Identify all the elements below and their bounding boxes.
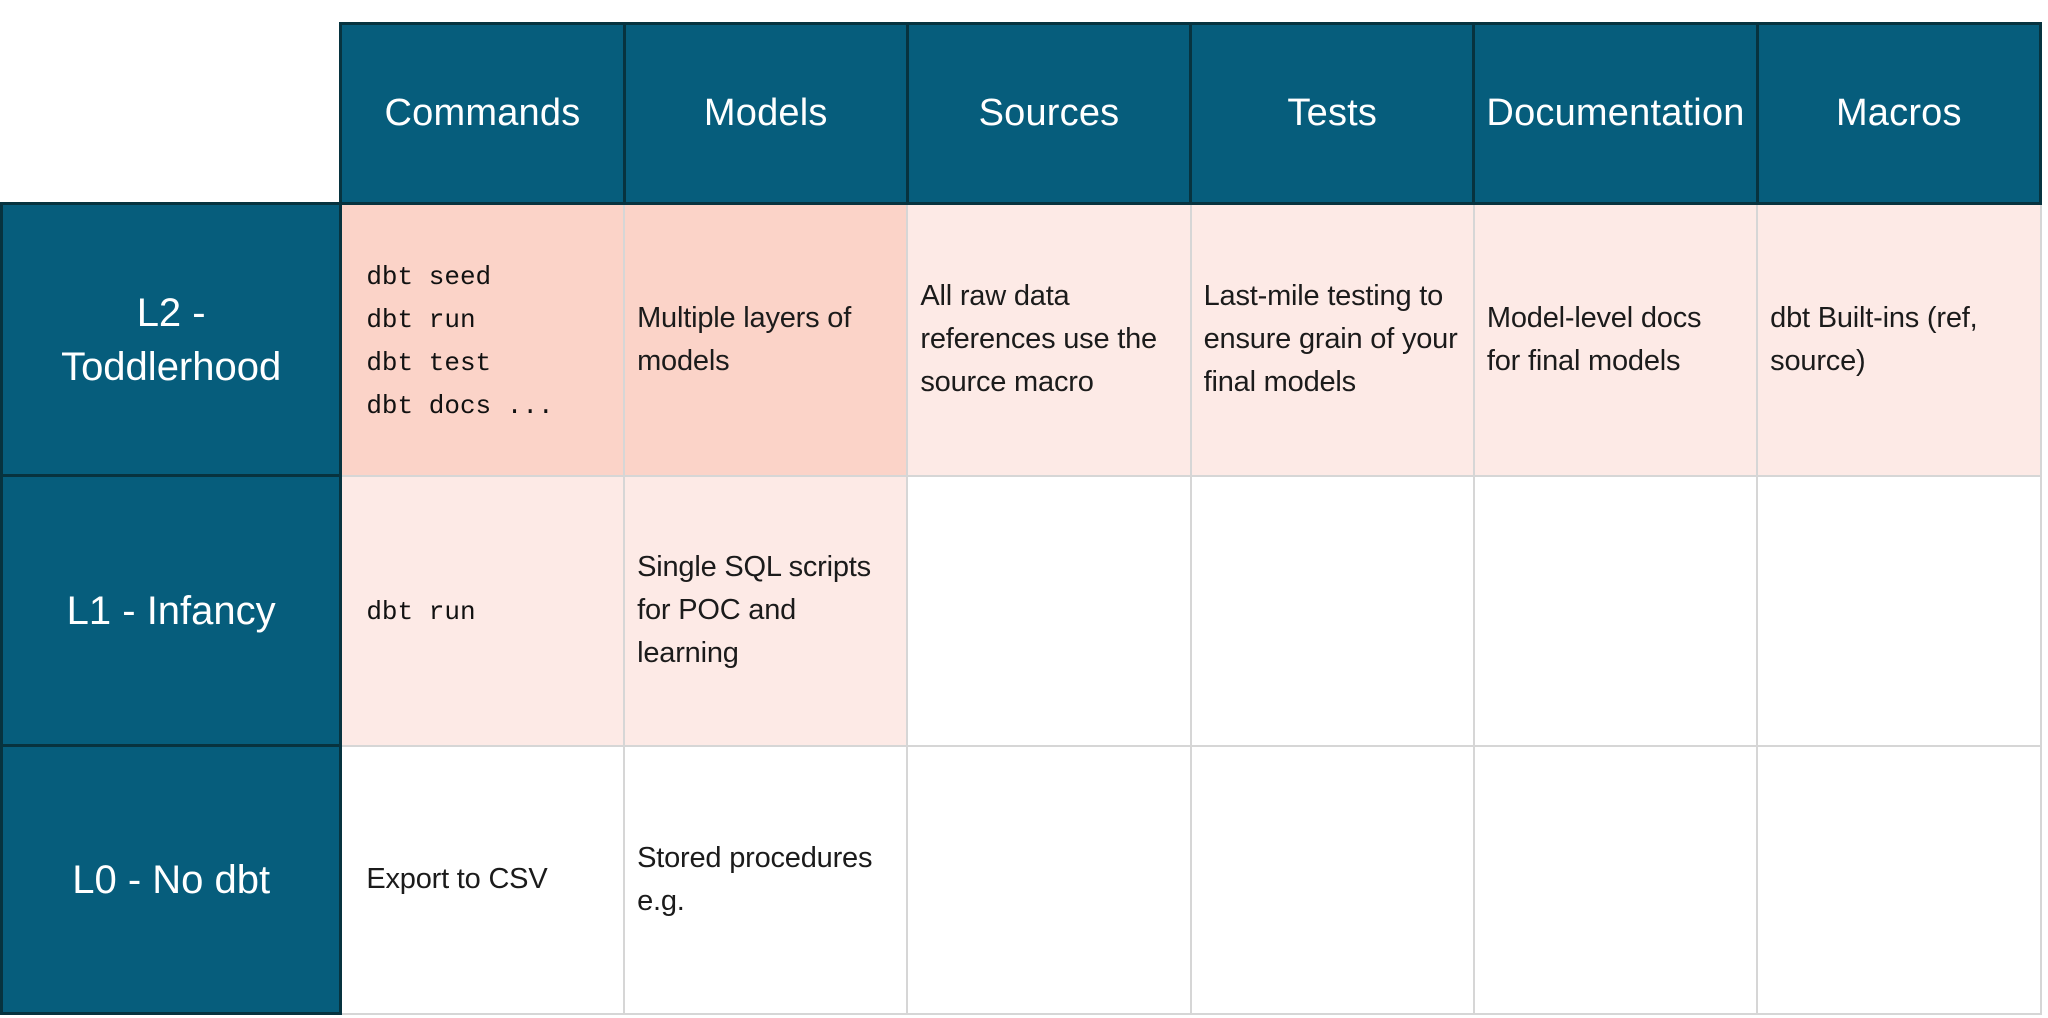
row-header-l1-infancy: L1 - Infancy	[0, 474, 343, 747]
row-l2-toddlerhood: L2 - Toddlerhood dbt seed dbt run dbt te…	[0, 202, 2042, 477]
row-l1-infancy: L1 - Infancy dbt run Single SQL scripts …	[0, 474, 2042, 747]
cell-l2-commands: dbt seed dbt run dbt test dbt docs ...	[339, 202, 626, 477]
cell-l1-tests	[1189, 474, 1475, 747]
cell-l0-commands: Export to CSV	[339, 744, 626, 1015]
cell-l0-models: Stored procedures e.g.	[623, 744, 909, 1015]
dbt-run-command: dbt run	[366, 596, 476, 627]
column-header-tests: Tests	[1189, 22, 1476, 205]
dbt-maturity-table: Commands Models Sources Tests Documentat…	[0, 22, 2043, 1015]
column-header-documentation: Documentation	[1472, 22, 1759, 205]
cell-l1-documentation	[1472, 474, 1759, 747]
dbt-commands-list: dbt seed dbt run dbt test dbt docs ...	[366, 261, 554, 421]
row-header-l2-toddlerhood: L2 - Toddlerhood	[0, 202, 343, 477]
cell-l1-models: Single SQL scripts for POC and learning	[623, 474, 909, 747]
column-header-macros: Macros	[1755, 22, 2043, 205]
cell-l1-commands: dbt run	[339, 474, 626, 747]
cell-l2-documentation: Model-level docs for final models	[1472, 202, 1759, 477]
cell-l1-sources	[906, 474, 1192, 747]
cell-l0-documentation	[1472, 744, 1759, 1015]
cell-l0-tests	[1189, 744, 1475, 1015]
header-row: Commands Models Sources Tests Documentat…	[1, 22, 2043, 205]
column-header-models: Models	[622, 22, 909, 205]
row-header-l0-no-dbt: L0 - No dbt	[0, 744, 343, 1015]
column-header-commands: Commands	[339, 22, 626, 205]
cell-l1-macros	[1756, 474, 2042, 747]
row-l0-no-dbt: L0 - No dbt Export to CSV Stored procedu…	[0, 744, 2042, 1015]
cell-l0-macros	[1756, 744, 2042, 1015]
column-header-sources: Sources	[905, 22, 1193, 205]
cell-l2-tests: Last-mile testing to ensure grain of you…	[1189, 202, 1475, 477]
cell-l2-macros: dbt Built-ins (ref, source)	[1756, 202, 2042, 477]
cell-l2-models: Multiple layers of models	[623, 202, 909, 477]
cell-l2-sources: All raw data references use the source m…	[906, 202, 1192, 477]
corner-spacer	[1, 23, 341, 204]
cell-l0-sources	[906, 744, 1192, 1015]
